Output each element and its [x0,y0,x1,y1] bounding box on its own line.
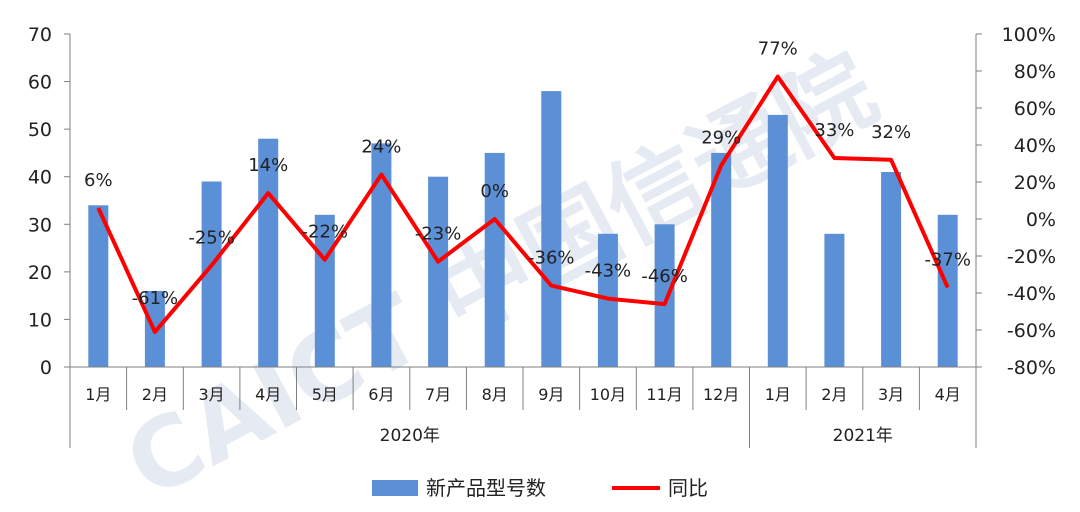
left-tick-label: 10 [28,309,52,331]
yoy-data-label: -37% [924,249,971,270]
bar [484,152,505,367]
bar [201,181,222,367]
right-tick-label: 0% [1026,209,1056,231]
right-tick-label: 60% [1014,98,1056,120]
x-tick-label: 1月 [85,385,111,404]
data-labels: 6% -61% -25% 14% -22% 24% -23% 0% -36% -43% -46% 29… [84,39,971,309]
right-tick-label: -40% [1007,283,1056,305]
x-tick-label: 6月 [368,385,394,404]
legend: 新产品型号数 同比 [372,476,708,500]
x-tick-label: 2月 [142,385,168,404]
x-tick-label: 10月 [590,385,626,404]
x-tick-label: 11月 [646,385,682,404]
yoy-data-label: 32% [871,122,911,143]
x-tick-label: 3月 [878,385,904,404]
bar [371,143,392,367]
legend-label-line: 同比 [668,476,708,500]
bar [824,233,845,367]
yoy-data-label: 33% [814,120,854,141]
bar [88,205,109,367]
bar [937,214,958,367]
bar [258,138,279,367]
group-label: 2020年 [380,426,440,446]
left-tick-label: 0 [40,357,52,379]
yoy-data-label: -46% [641,266,688,287]
yoy-data-label: 77% [758,39,798,60]
bar [881,172,902,367]
left-tick-label: 70 [28,24,52,46]
bar [654,224,675,367]
yoy-line [96,74,950,334]
x-tick-label: 7月 [425,385,451,404]
yoy-data-label: -36% [528,248,575,269]
left-tick-label: 20 [28,262,52,284]
right-tick-label: -20% [1007,246,1056,268]
x-tick-label: 9月 [538,385,564,404]
bar [767,114,788,368]
x-tick-label: 4月 [935,385,961,404]
bars [88,91,958,368]
x-tick-label: 8月 [482,385,508,404]
group-label: 2021年 [833,426,893,446]
left-tick-label: 60 [28,72,52,94]
yoy-data-label: 24% [361,137,401,158]
bar [428,176,449,367]
right-tick-label: 40% [1014,135,1056,157]
yoy-data-label: 0% [480,181,509,202]
yoy-data-label: 6% [84,170,113,191]
yoy-data-label: -25% [188,227,235,248]
left-tick-label: 30 [28,214,52,236]
yoy-data-label: -61% [132,288,179,309]
yoy-data-label: 29% [701,127,741,148]
axes: 0 10 20 30 40 50 60 70 -80% -60% -40% -20% 0% 20% 40% 6… [28,24,1056,448]
x-tick-label: 12月 [703,385,739,404]
yoy-data-label: -43% [585,261,632,282]
yoy-data-label: -23% [415,224,462,245]
right-tick-label: 20% [1014,172,1056,194]
right-tick-label: 80% [1014,61,1056,83]
right-tick-label: 100% [1002,24,1056,46]
line-series [96,74,950,334]
right-tick-label: -80% [1007,357,1056,379]
bar [541,91,562,367]
x-tick-label: 2月 [821,385,847,404]
x-tick-label: 5月 [312,385,338,404]
left-tick-label: 40 [28,167,52,189]
x-tick-label: 3月 [199,385,225,404]
bar [711,152,732,367]
x-tick-label: 1月 [765,385,791,404]
legend-label-bars: 新产品型号数 [426,476,546,500]
yoy-data-label: 14% [248,155,288,176]
left-tick-label: 50 [28,119,52,141]
yoy-data-label: -22% [302,222,349,243]
x-tick-label: 4月 [255,385,281,404]
legend-swatch-bars [372,480,418,496]
right-tick-label: -60% [1007,320,1056,342]
